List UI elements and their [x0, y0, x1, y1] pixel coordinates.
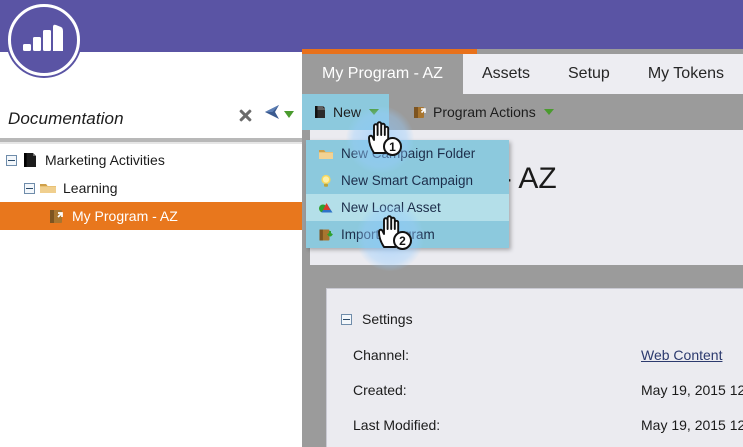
pin-dropdown[interactable] — [263, 104, 294, 125]
tree-item-label: Marketing Activities — [45, 152, 165, 168]
tree-item-my-program[interactable]: My Program - AZ — [0, 202, 302, 230]
brand-header-right — [302, 0, 743, 49]
section-divider — [310, 265, 743, 277]
pin-icon — [263, 104, 282, 125]
program-actions-icon — [412, 104, 428, 120]
caret-down-green-icon-2[interactable] — [543, 109, 554, 115]
tree-item-label-2: Learning — [63, 180, 118, 196]
last-modified-value: May 19, 2015 12:38 P — [641, 417, 743, 433]
tree-item-marketing-activities[interactable]: Marketing Activities — [0, 146, 302, 174]
annotation-badge-1: 1 — [383, 137, 402, 156]
annotation-badge-2: 2 — [393, 231, 412, 250]
channel-value: Web Content — [641, 347, 722, 363]
channel-label: Channel: — [353, 347, 410, 363]
settings-row-channel: Channel: Web Content — [353, 347, 743, 369]
tree-expander-icon[interactable] — [6, 154, 17, 166]
marketo-logo[interactable] — [8, 4, 80, 76]
folder-icon-2 — [318, 146, 334, 162]
settings-row-created: Created: May 19, 2015 12:38 P — [353, 382, 743, 404]
collapse-icon[interactable] — [341, 313, 352, 325]
tree-expander-icon-2[interactable] — [24, 182, 35, 194]
settings-heading[interactable]: Settings — [341, 311, 413, 327]
menu-item-label: New Campaign Folder — [341, 146, 476, 161]
tree-item-label-3: My Program - AZ — [72, 208, 178, 224]
documentation-title: Documentation — [8, 109, 124, 128]
settings-panel: Settings Channel: Web Content Created: M… — [326, 288, 743, 447]
lightbulb-icon — [318, 173, 334, 189]
created-value: May 19, 2015 12:38 P — [641, 382, 743, 398]
created-label: Created: — [353, 382, 407, 398]
program-actions-button[interactable]: Program Actions — [402, 94, 564, 130]
channel-link[interactable]: Web Content — [641, 347, 723, 363]
documentation-panel: Documentation — [0, 52, 302, 447]
program-icon — [48, 207, 66, 225]
program-toolbar: New Program Actions — [302, 94, 743, 130]
menu-item-new-local-asset[interactable]: New Local Asset — [306, 194, 509, 221]
marketing-activities-icon — [21, 151, 39, 169]
settings-row-last-modified: Last Modified: May 19, 2015 12:38 P — [353, 417, 743, 439]
import-program-icon — [318, 227, 334, 243]
local-asset-icon — [318, 200, 334, 216]
active-tab-accent — [302, 49, 477, 54]
panel-divider — [0, 138, 302, 142]
tab-my-program[interactable]: My Program - AZ — [302, 54, 463, 94]
new-button-label: New — [333, 104, 362, 120]
tab-assets[interactable]: Assets — [481, 65, 530, 82]
documentation-actions — [237, 104, 294, 125]
last-modified-label: Last Modified: — [353, 417, 441, 433]
tree-item-learning[interactable]: Learning — [0, 174, 302, 202]
folder-icon — [39, 179, 57, 197]
tab-bar: My Program - AZ Assets Setup My Tokens — [302, 54, 743, 94]
caret-down-green-icon[interactable] — [369, 109, 380, 115]
program-actions-label: Program Actions — [433, 104, 536, 120]
tab-setup[interactable]: Setup — [568, 65, 610, 82]
close-icon[interactable] — [237, 107, 253, 123]
panel-divider-light — [0, 142, 302, 144]
marketo-bars-logo-icon — [22, 23, 66, 57]
settings-heading-label: Settings — [362, 311, 413, 327]
menu-item-label-4: Import Program — [341, 227, 435, 242]
tab-my-tokens[interactable]: My Tokens — [647, 65, 724, 82]
menu-item-label-2: New Smart Campaign — [341, 173, 474, 188]
new-program-icon — [312, 104, 328, 120]
menu-item-new-campaign-folder[interactable]: New Campaign Folder — [306, 140, 509, 167]
navigation-tree: Marketing Activities Learning — [0, 146, 302, 230]
chevron-down-icon[interactable] — [284, 111, 294, 118]
menu-item-label-3: New Local Asset — [341, 200, 441, 215]
menu-item-new-smart-campaign[interactable]: New Smart Campaign — [306, 167, 509, 194]
new-button[interactable]: New — [302, 94, 390, 130]
